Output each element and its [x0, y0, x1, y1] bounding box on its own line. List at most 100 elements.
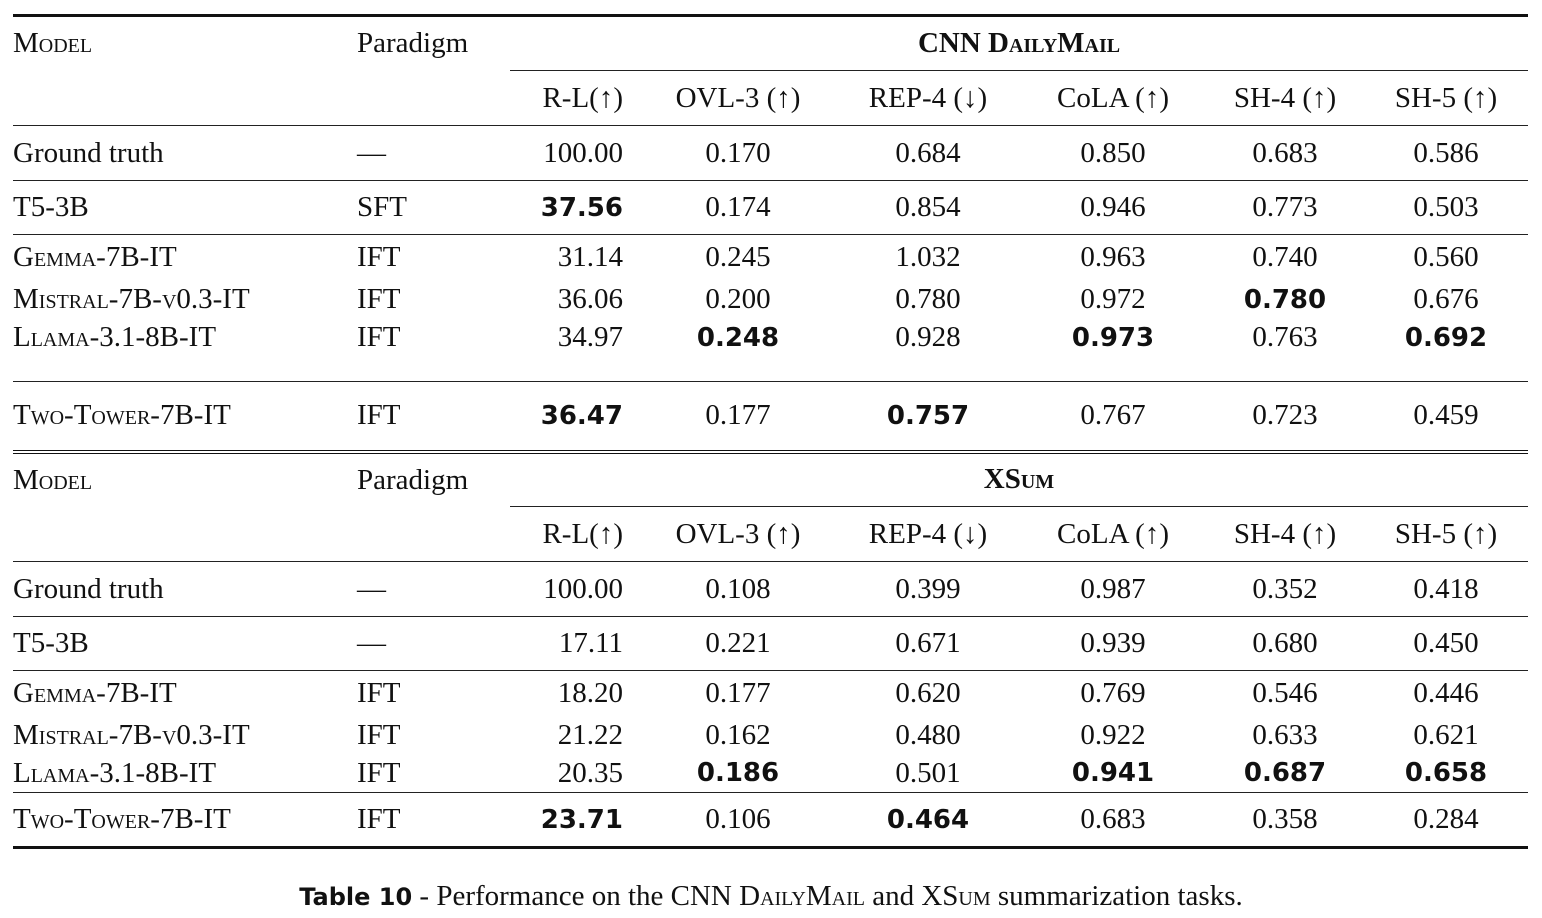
- model-column-header: Model: [13, 449, 357, 507]
- metric-value: 0.352: [1206, 561, 1364, 617]
- paradigm-cell: IFT: [357, 719, 401, 751]
- metric-header: REP-4 (↓): [836, 70, 1020, 126]
- metric-value: 0.108: [640, 561, 836, 617]
- metric-value: 0.683: [1020, 792, 1206, 849]
- paradigm-cell: SFT: [357, 180, 510, 235]
- metric-value: 0.162: [705, 719, 771, 751]
- paradigm-cell: IFT: [357, 234, 510, 281]
- results-table: Model Paradigm CNN DailyMail R-L(↑) OVL-3 (↑…: [13, 14, 1529, 849]
- model-name: Two-Tower-7B-IT: [13, 792, 357, 849]
- paradigm-cell: IFT: [357, 283, 401, 315]
- paradigm-column-header: Paradigm: [357, 14, 510, 71]
- paradigm-cell: —: [357, 561, 510, 617]
- table-row: T5-3B —17.11 0.221 0.671 0.939 0.680 0.450: [13, 616, 1529, 671]
- model-name: Two-Tower-7B-IT: [13, 381, 357, 452]
- metric-value: 0.170: [640, 125, 836, 181]
- paradigm-cell: IFT: [357, 756, 401, 789]
- paradigm-cell: IFT: [357, 792, 510, 849]
- metric-value: 0.850: [1020, 125, 1206, 181]
- empty-cell: [1020, 357, 1206, 382]
- table-row: Mistral-7B-v0.3-IT IFT 36.06 0.200 0.780 0.97…: [13, 281, 1528, 319]
- metric-header-row: R-L(↑) OVL-3 (↑) REP-4 (↓) CoLA (↑) SH-4 (↑)…: [13, 506, 1529, 562]
- metric-value: 0.723: [1206, 381, 1364, 452]
- metric-value: 0.464: [836, 792, 1020, 849]
- model-name: Gemma-7B-IT: [13, 670, 357, 717]
- metric-header: R-L(↑): [510, 506, 640, 562]
- metric-value: 0.946: [1020, 180, 1206, 235]
- table-row: Llama-3.1-8B-IT IFT 34.97 0.248 0.928 0.973 0.…: [13, 319, 1528, 357]
- paradigm-cell: —: [357, 125, 510, 181]
- metric-value: 0.683: [1206, 125, 1364, 181]
- empty-cell: [510, 357, 640, 382]
- table-caption: Table 10 - Performance on the CNN DailyM…: [0, 880, 1542, 913]
- metric-value: 0.245: [640, 234, 836, 281]
- empty-cell: [13, 71, 357, 126]
- table-row: Gemma-7B-IT IFT 31.14 0.245 1.032 0.963 0.740 0…: [13, 234, 1529, 281]
- spacer-row: [13, 357, 1528, 382]
- metric-value: 0.767: [1020, 381, 1206, 452]
- metric-header: REP-4 (↓): [836, 506, 1020, 562]
- metric-value: 0.200: [705, 283, 771, 315]
- metric-value: 0.546: [1206, 670, 1364, 717]
- model-name: Mistral-7B-v0.3-IT: [13, 283, 250, 315]
- metric-value: 0.763: [1252, 321, 1318, 353]
- metric-value: 0.358: [1206, 792, 1364, 849]
- metric-value: 0.757: [836, 381, 1020, 452]
- metric-value: 0.503: [1364, 180, 1529, 235]
- metric-value: 0.620: [836, 670, 1020, 717]
- metric-value: 23.71: [510, 792, 640, 849]
- metric-header: R-L(↑): [510, 70, 640, 126]
- empty-cell: [357, 357, 510, 382]
- table-row: Two-Tower-7B-IT IFT 23.71 0.106 0.464 0.683 0.…: [13, 792, 1529, 849]
- table-row: Two-Tower-7B-IT IFT 36.47 0.177 0.757 0.767 0.…: [13, 381, 1529, 452]
- metric-value: 34.97: [557, 321, 623, 353]
- metric-value: 0.963: [1020, 234, 1206, 281]
- empty-cell: [1364, 357, 1528, 382]
- metric-header: CoLA (↑): [1020, 506, 1206, 562]
- metric-value: 0.501: [895, 756, 961, 789]
- metric-value: 0.106: [640, 792, 836, 849]
- metric-value: 0.586: [1364, 125, 1529, 181]
- caption-text: - Performance on the CNN: [412, 880, 740, 912]
- empty-cell: [1206, 357, 1364, 382]
- caption-text: DailyMail: [739, 880, 865, 912]
- model-column-header: Model: [13, 14, 357, 71]
- empty-cell: [836, 357, 1020, 382]
- metric-value: 0.854: [836, 180, 1020, 235]
- metric-value: 0.684: [836, 125, 1020, 181]
- table-row: Ground truth —100.00 0.108 0.399 0.987 0.352 0…: [13, 561, 1529, 617]
- empty-cell: [357, 71, 510, 126]
- table-row: Llama-3.1-8B-IT IFT 20.35 0.186 0.501 0.941 0.…: [13, 755, 1528, 793]
- metric-value: 0.987: [1020, 561, 1206, 617]
- paradigm-cell: IFT: [357, 321, 401, 353]
- metric-value: 0.973: [1071, 322, 1155, 353]
- model-name: Gemma-7B-IT: [13, 234, 357, 281]
- metric-value: 36.47: [510, 381, 640, 452]
- model-name: Mistral-7B-v0.3-IT: [13, 719, 250, 751]
- metric-value: 0.972: [1080, 283, 1146, 315]
- metric-value: 0.939: [1020, 616, 1206, 671]
- metric-value: 0.671: [836, 616, 1020, 671]
- model-name: Ground truth: [13, 125, 357, 181]
- model-name: Ground truth: [13, 561, 357, 617]
- metric-value: 0.740: [1206, 234, 1364, 281]
- metric-value: 21.22: [557, 719, 623, 751]
- table-row: Gemma-7B-IT IFT 18.20 0.177 0.620 0.769 0.546 0…: [13, 670, 1529, 717]
- metric-value: 0.248: [696, 322, 780, 353]
- metric-value: 31.14: [510, 234, 640, 281]
- table-row: Ground truth —100.00 0.170 0.684 0.850 0.683 0…: [13, 125, 1529, 181]
- metric-value: 100.00: [510, 561, 640, 617]
- metric-value: 0.177: [640, 381, 836, 452]
- metric-header: CoLA (↑): [1020, 70, 1206, 126]
- metric-header: OVL-3 (↑): [640, 70, 836, 126]
- empty-cell: [357, 507, 510, 562]
- metric-value: 0.687: [1243, 758, 1327, 789]
- caption-text: and XS: [864, 880, 959, 912]
- metric-value: 100.00: [510, 125, 640, 181]
- metric-value: 0.769: [1020, 670, 1206, 717]
- metric-value: 0.621: [1413, 719, 1479, 751]
- table-row: T5-3B SFT 37.56 0.174 0.854 0.946 0.773 0.503: [13, 180, 1529, 235]
- paradigm-cell: IFT: [357, 381, 510, 452]
- metric-value: 0.450: [1364, 616, 1529, 671]
- metric-header: SH-4 (↑): [1206, 506, 1364, 562]
